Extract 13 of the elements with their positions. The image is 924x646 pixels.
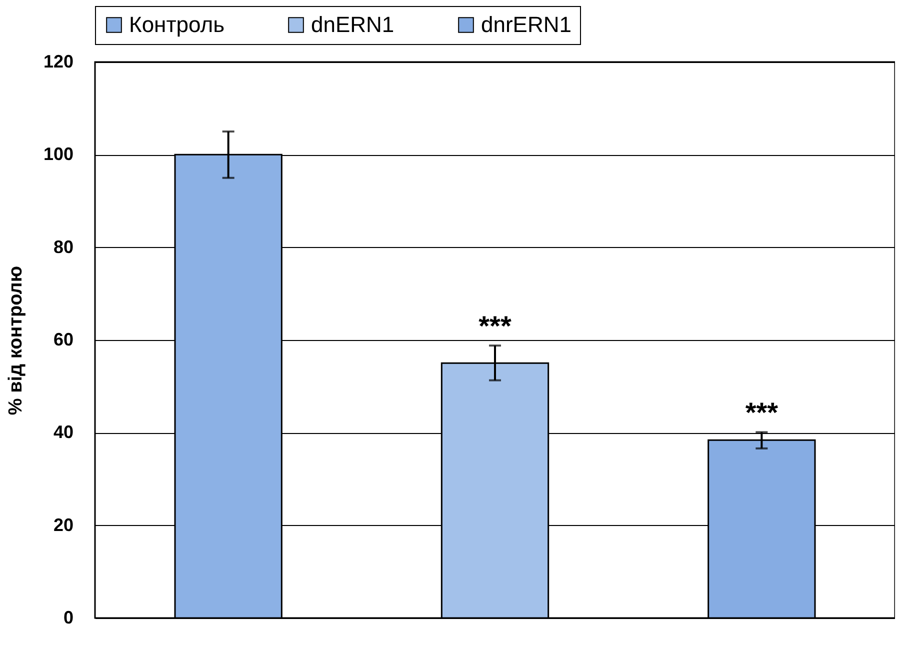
legend-label: dnERN1: [311, 12, 394, 37]
y-tick-label: 20: [53, 514, 74, 535]
y-tick-label: 100: [43, 144, 74, 164]
y-tick-label: 0: [63, 608, 74, 628]
y-axis-title: % від контролю: [5, 266, 26, 416]
y-tick-label: 120: [43, 52, 74, 72]
y-tick-label: 60: [53, 330, 74, 350]
annotation: ***: [745, 397, 778, 428]
legend-label: dnrERN1: [481, 12, 572, 37]
legend-label: Контроль: [129, 12, 225, 37]
y-tick-label: 80: [53, 236, 74, 257]
y-tick-label: 40: [53, 422, 74, 442]
annotation: ***: [478, 310, 512, 342]
